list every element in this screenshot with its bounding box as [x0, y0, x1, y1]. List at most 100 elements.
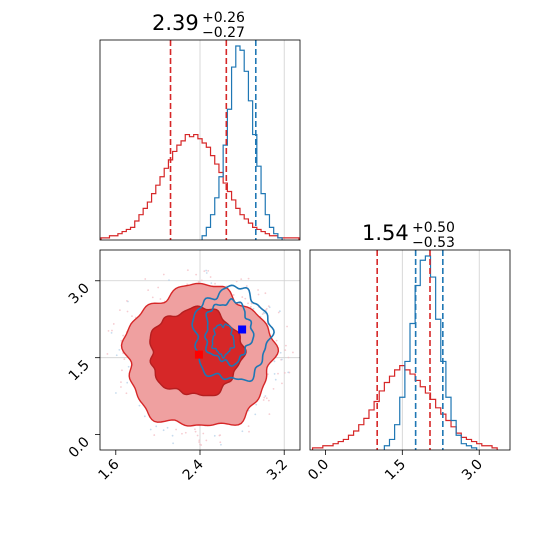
sample-point — [107, 329, 110, 332]
sample-point — [111, 329, 113, 332]
sample-point — [144, 278, 147, 280]
y-marginal-panel: 1.54 +0.50 −0.53 0.0 1.5 3.0 — [305, 220, 511, 484]
sample-point — [149, 428, 152, 431]
sample-point — [115, 354, 118, 357]
joint-y-tick-label: 1.5 — [66, 357, 93, 384]
sample-point — [277, 372, 279, 375]
contour-outer-blue — [191, 284, 275, 383]
sample-point — [186, 269, 189, 272]
sample-point — [235, 280, 238, 283]
sample-point — [196, 434, 199, 437]
sample-point — [110, 331, 113, 334]
joint-panel: 1.6 2.4 3.2 0.0 1.5 3.0 — [66, 249, 301, 484]
x-marginal-panel: 2.39 +0.26 −0.27 — [99, 10, 301, 241]
sample-point — [106, 353, 109, 355]
sample-point — [266, 373, 269, 376]
sample-point — [175, 428, 178, 431]
sample-point — [268, 413, 271, 416]
sample-point — [247, 425, 250, 428]
sample-point — [286, 325, 288, 328]
joint-y-tick-label: 3.0 — [66, 280, 93, 307]
sample-point — [199, 443, 201, 446]
x-marginal-hist-red — [100, 133, 300, 240]
sample-point — [250, 302, 253, 305]
x-marginal-title-value: 2.39 — [152, 11, 199, 35]
y-marginal-x-tick-label: 3.0 — [459, 457, 486, 484]
sample-point — [257, 289, 259, 291]
x-marginal-frame — [99, 39, 301, 241]
sample-point — [265, 307, 268, 310]
sample-point — [267, 305, 270, 308]
sample-point — [162, 273, 165, 276]
contour-core-blue — [211, 323, 236, 359]
y-marginal-frame — [309, 249, 511, 451]
sample-point — [143, 415, 146, 418]
sample-point — [273, 373, 276, 375]
sample-point — [147, 289, 150, 292]
sample-point — [254, 413, 257, 416]
sample-point — [219, 441, 222, 444]
sample-point — [281, 382, 283, 385]
sample-point — [138, 404, 141, 407]
sample-point — [205, 272, 208, 274]
sample-point — [172, 442, 175, 445]
sample-point — [202, 432, 205, 435]
y-marginal-title-minus: −0.53 — [412, 235, 455, 251]
sample-point — [262, 399, 265, 401]
sample-point — [248, 430, 250, 433]
y-marginal-title-plus: +0.50 — [412, 220, 455, 236]
sample-point — [244, 297, 247, 300]
x-marginal-title-minus: −0.27 — [202, 25, 245, 41]
sample-point — [267, 399, 270, 402]
sample-point — [250, 305, 252, 308]
sample-point — [123, 358, 126, 361]
sample-point — [118, 309, 121, 312]
x-marginal-title: 2.39 — [152, 11, 199, 35]
sample-point — [131, 315, 133, 318]
sample-point — [277, 311, 280, 314]
sample-point — [159, 298, 162, 300]
sample-point — [171, 434, 174, 437]
sample-point — [184, 431, 187, 434]
sample-point — [155, 425, 158, 428]
sample-point — [168, 279, 170, 282]
sample-point — [241, 430, 244, 433]
joint-y-tick-label: 0.0 — [66, 434, 93, 461]
sample-point — [252, 307, 255, 310]
sample-point — [241, 296, 244, 298]
sample-point — [112, 323, 115, 325]
sample-point — [238, 303, 241, 305]
sample-point — [186, 283, 188, 286]
sample-point — [120, 381, 122, 384]
sample-point — [281, 358, 283, 361]
sample-point — [220, 443, 222, 446]
y-marginal-x-tick-label: 0.0 — [305, 457, 332, 484]
sample-point — [127, 365, 130, 368]
sample-point — [247, 302, 249, 305]
sample-point — [197, 280, 200, 283]
sample-point — [285, 344, 287, 347]
sample-point — [126, 300, 128, 302]
sample-point — [263, 396, 266, 399]
sample-point — [118, 349, 121, 351]
sample-point — [200, 279, 203, 282]
sample-point — [218, 434, 221, 437]
sample-point — [157, 286, 160, 289]
sample-point — [213, 434, 216, 437]
sample-point — [261, 313, 264, 316]
sample-point — [126, 310, 129, 313]
sample-point — [257, 293, 260, 296]
sample-point — [284, 349, 287, 352]
sample-point — [181, 432, 183, 435]
red-center-marker — [194, 350, 203, 359]
sample-point — [120, 339, 123, 342]
sample-point — [126, 381, 129, 384]
sample-point — [255, 403, 258, 406]
sample-point — [122, 334, 125, 337]
y-marginal-x-tick-label: 1.5 — [382, 457, 409, 484]
sample-point — [115, 392, 117, 394]
sample-point — [207, 269, 210, 272]
sample-point — [203, 270, 206, 273]
sample-point — [194, 430, 197, 433]
